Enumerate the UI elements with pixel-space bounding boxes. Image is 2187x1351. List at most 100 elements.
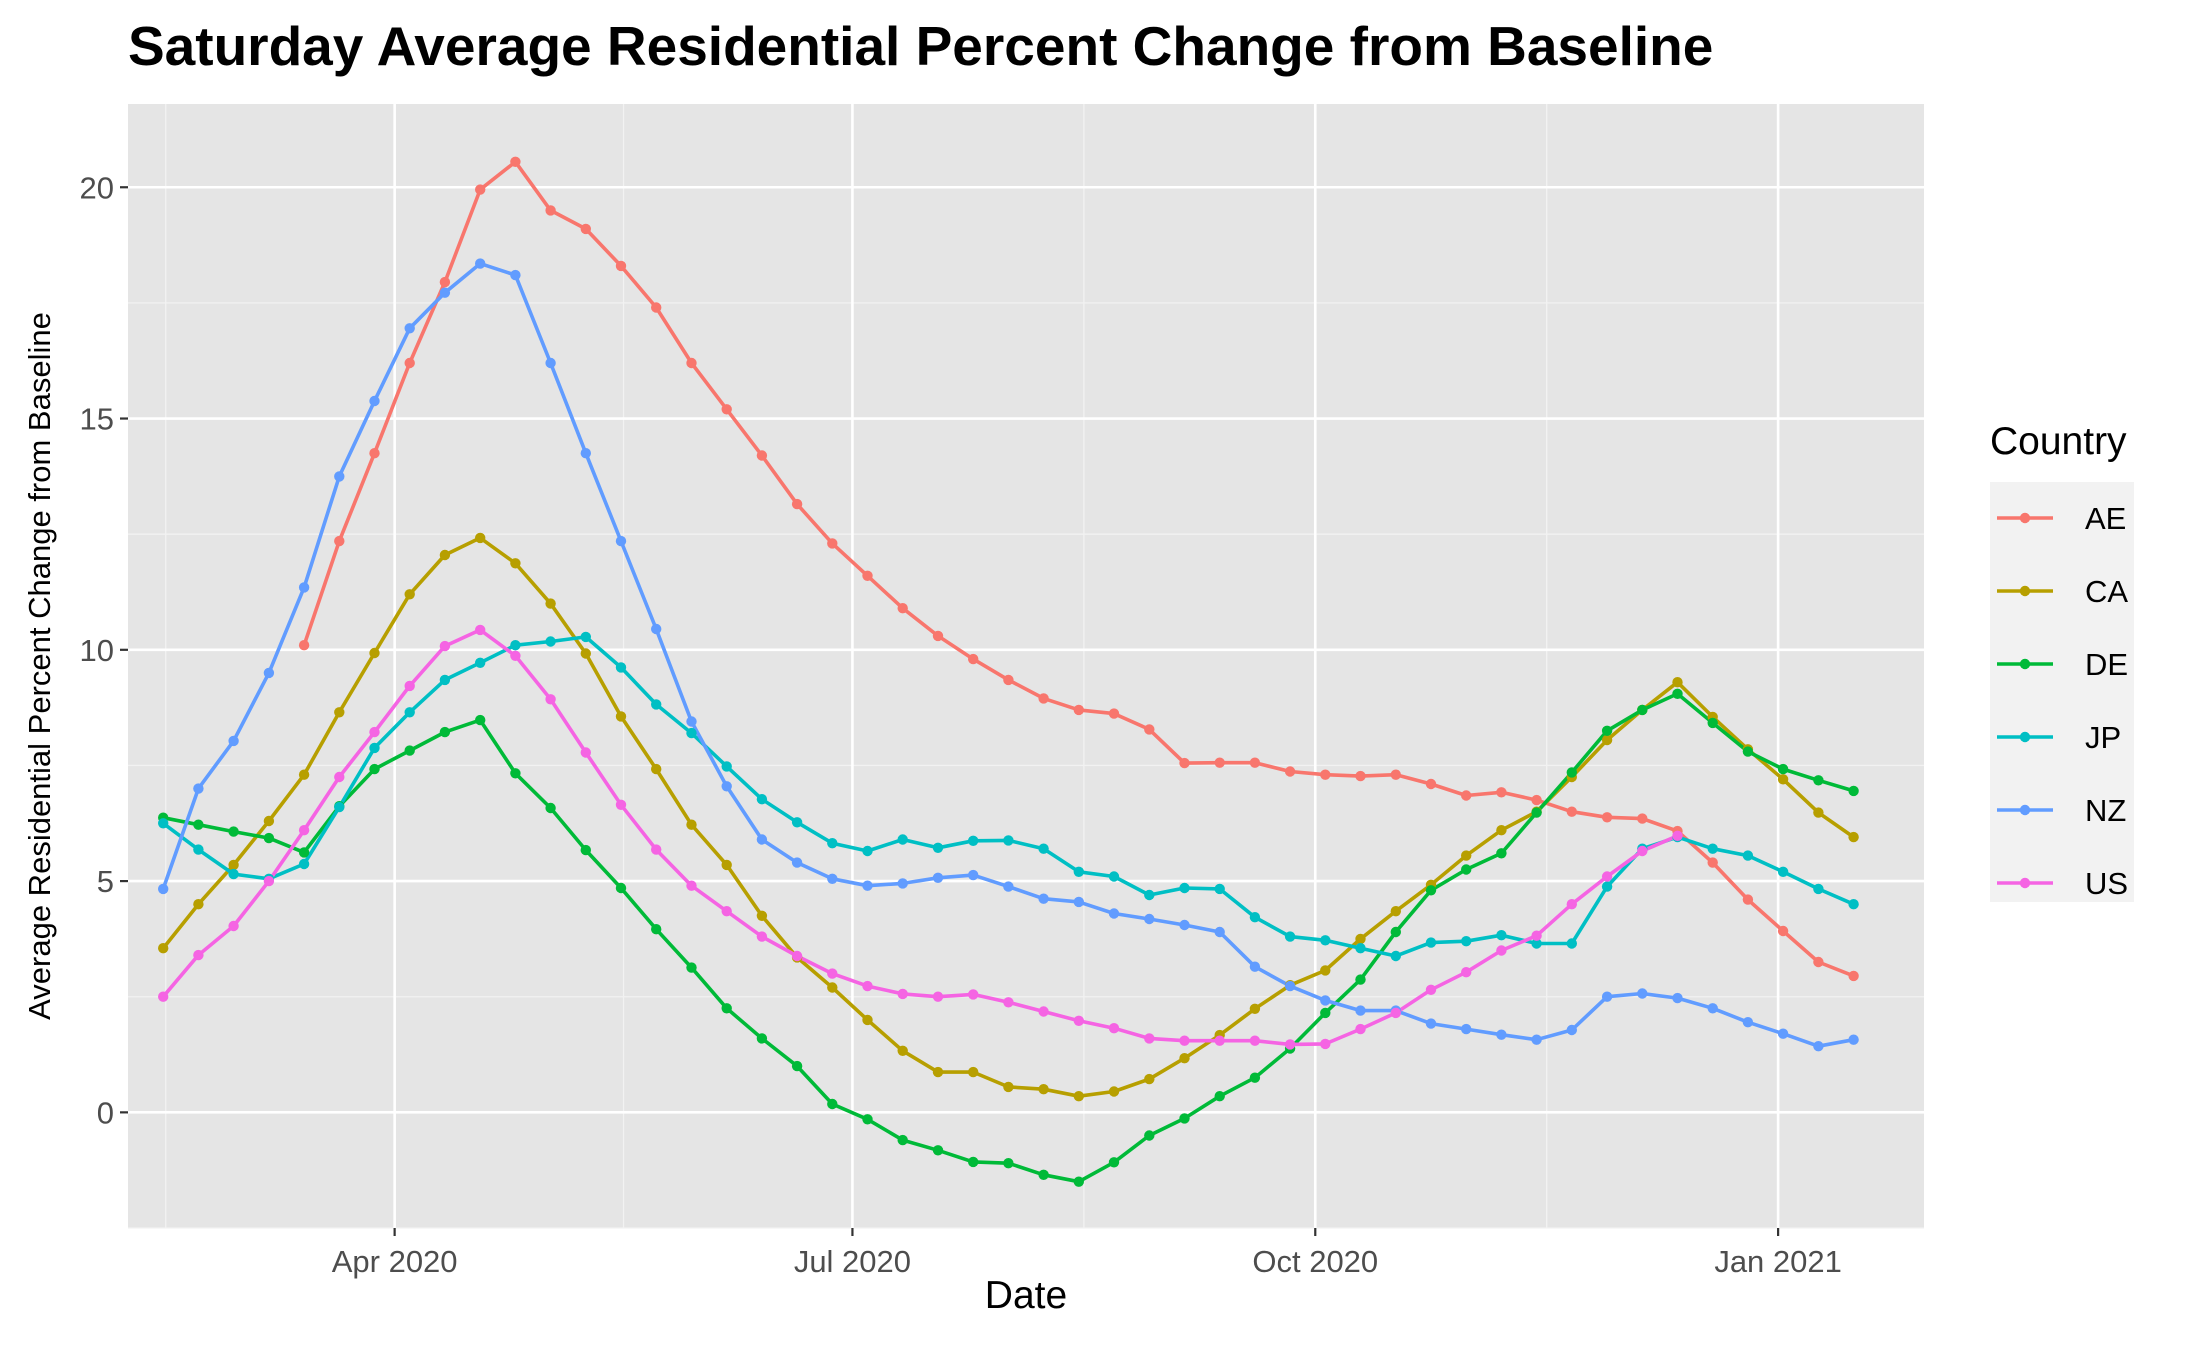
data-point-de [827,1098,838,1110]
data-point-de [686,962,697,973]
data-point-ca [1355,933,1366,945]
data-point-nz [1214,926,1225,938]
data-point-de [369,763,380,775]
data-point-nz [1672,992,1683,1004]
data-point-de [263,832,275,844]
data-point-jp [897,834,908,845]
legend-item-nz: NZ [1997,793,2126,828]
data-point-de [721,1003,732,1014]
data-point-jp [1108,871,1120,882]
data-point-ca [827,982,838,993]
data-point-nz [1496,1029,1507,1040]
data-point-de [1144,1130,1155,1141]
data-point-jp [1003,835,1014,846]
x-tick-label: Jan 2021 [1714,1244,1842,1279]
data-point-ca [1038,1084,1049,1095]
data-point-jp [439,674,451,686]
data-point-ae [1320,769,1331,780]
data-point-ca [228,859,239,871]
data-point-de [1496,848,1507,859]
data-point-nz [1179,919,1190,931]
data-point-ae [897,603,908,614]
legend-title: Country [1990,420,2127,463]
data-point-jp [791,817,803,828]
data-point-ae [1144,724,1155,735]
data-point-us [545,694,556,705]
data-point-de [1566,767,1578,778]
data-point-ca [1601,734,1613,746]
data-point-jp [827,838,838,849]
data-point-de [932,1145,944,1156]
data-point-us [1214,1035,1225,1046]
data-point-ae [1813,956,1824,968]
data-point-de [193,819,204,830]
data-point-ca [1179,1053,1190,1064]
data-point-ae [651,302,662,313]
data-point-ae [862,570,873,581]
legend-item-de: DE [1997,647,2128,682]
data-point-us [1637,845,1648,857]
legend-label-ae: AE [2085,501,2126,536]
data-point-us [615,799,627,810]
data-point-nz [158,883,169,895]
data-point-ae [1531,794,1542,806]
data-point-jp [932,842,944,853]
data-point-de [1003,1158,1014,1169]
data-point-nz [1038,893,1049,904]
y-tick-label: 5 [97,864,114,899]
data-point-jp [721,761,732,772]
y-axis: 0 5 10 15 20 [80,170,128,1130]
data-point-jp [1742,850,1754,861]
data-point-ae [1355,770,1366,782]
data-point-jp [651,699,662,710]
data-point-de [1038,1169,1049,1181]
data-point-ca [193,899,204,910]
data-point-nz [1108,908,1120,919]
data-point-de [1425,885,1437,896]
data-point-us [968,989,979,1000]
data-point-ae [298,640,310,651]
data-point-nz [298,582,310,593]
data-point-ae [615,260,627,272]
data-point-jp [1848,899,1859,910]
data-point-ae [1461,790,1472,801]
data-point-nz [1848,1034,1859,1045]
data-point-jp [193,844,204,855]
data-point-ae [545,205,556,216]
data-point-us [1108,1022,1120,1034]
y-axis-title: Average Residential Percent Change from … [22,312,57,1020]
data-point-ae [1179,757,1190,769]
data-point-ae [1707,857,1718,868]
data-point-nz [932,872,944,883]
data-point-ae [827,538,838,549]
data-point-ae [1777,925,1789,937]
data-point-ca [756,910,768,921]
data-point-us [1320,1038,1331,1050]
data-point-nz [193,783,204,794]
data-point-nz [404,323,415,334]
data-point-jp [1707,843,1718,854]
data-point-ca [862,1014,873,1026]
data-point-ca [1249,1003,1261,1014]
data-point-ca [686,819,697,830]
data-point-ae [1249,757,1261,768]
data-point-jp [1284,931,1296,942]
data-point-de [1742,746,1754,757]
data-point-jp [475,657,486,668]
data-point-us [827,968,838,979]
data-point-ae [1601,812,1613,823]
x-tick-label: Apr 2020 [332,1244,458,1279]
data-point-nz [1355,1005,1366,1016]
data-point-de [968,1156,979,1168]
data-point-jp [1566,938,1578,949]
data-point-nz [1777,1028,1789,1039]
data-point-nz [334,471,345,482]
data-point-nz [1601,991,1613,1002]
data-point-de [298,847,310,858]
series-line-us [161,628,1679,1047]
data-point-us [193,949,204,961]
data-point-jp [1601,881,1613,892]
data-point-de [1179,1113,1190,1124]
data-point-us [298,825,310,836]
data-point-ca [615,711,627,722]
